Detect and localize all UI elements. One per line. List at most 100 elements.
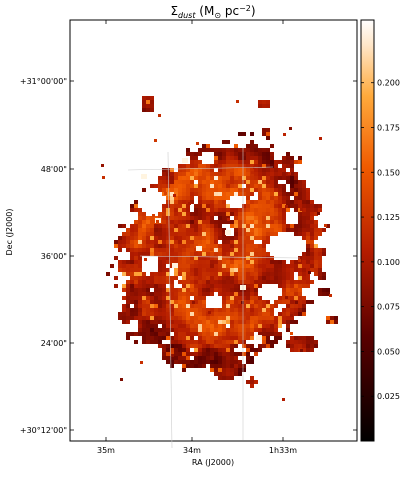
map-pixel xyxy=(290,260,294,264)
map-pixel xyxy=(238,372,242,376)
map-pixel xyxy=(226,280,230,284)
map-pixel xyxy=(222,320,226,324)
map-pixel xyxy=(274,176,278,180)
map-pixel xyxy=(186,356,190,360)
map-pixel xyxy=(270,280,274,284)
map-pixel xyxy=(282,280,286,284)
map-pixel xyxy=(178,252,182,256)
map-pixel xyxy=(126,244,130,248)
map-pixel xyxy=(230,208,234,212)
map-pixel xyxy=(194,352,198,356)
map-pixel xyxy=(318,208,322,212)
map-pixel xyxy=(258,192,262,196)
map-pixel xyxy=(222,276,226,280)
map-pixel xyxy=(318,256,322,260)
map-pixel xyxy=(150,236,154,240)
map-pixel xyxy=(258,184,262,188)
map-pixel xyxy=(150,280,154,284)
map-pixel xyxy=(170,336,174,340)
map-pixel xyxy=(330,316,334,320)
map-pixel xyxy=(298,284,302,288)
map-pixel xyxy=(226,268,230,272)
map-pixel xyxy=(170,248,174,252)
map-pixel xyxy=(146,220,150,224)
map-pixel xyxy=(254,168,258,172)
map-pixel xyxy=(170,188,174,192)
map-pixel xyxy=(158,248,162,252)
map-pixel xyxy=(262,228,266,232)
map-pixel xyxy=(138,236,142,240)
map-pixel xyxy=(162,308,166,312)
map-pixel xyxy=(158,256,162,260)
map-pixel xyxy=(170,196,174,200)
map-pixel xyxy=(146,276,150,280)
map-pixel xyxy=(258,160,262,164)
map-pixel xyxy=(194,292,198,296)
map-pixel xyxy=(202,364,206,368)
map-pixel xyxy=(258,196,262,200)
map-pixel xyxy=(302,232,306,236)
map-pixel xyxy=(246,324,250,328)
map-pixel xyxy=(262,232,266,236)
map-pixel xyxy=(186,312,190,316)
map-pixel xyxy=(146,236,150,240)
map-pixel xyxy=(306,220,310,224)
map-pixel xyxy=(186,340,190,344)
map-pixel xyxy=(154,320,158,324)
map-pixel xyxy=(246,220,250,224)
map-pixel xyxy=(130,276,134,280)
map-pixel xyxy=(254,288,258,292)
map-pixel xyxy=(166,300,170,304)
map-pixel xyxy=(202,328,206,332)
map-pixel xyxy=(294,308,298,312)
map-pixel xyxy=(166,220,170,224)
map-pixel xyxy=(202,260,206,264)
map-pixel xyxy=(286,276,290,280)
map-pixel xyxy=(154,292,158,296)
map-pixel xyxy=(306,348,310,352)
map-pixel xyxy=(206,284,210,288)
map-pixel xyxy=(194,284,198,288)
map-pixel xyxy=(210,176,214,180)
map-pixel xyxy=(206,308,210,312)
map-pixel xyxy=(178,164,182,168)
map-pixel xyxy=(222,360,226,364)
map-pixel xyxy=(278,176,282,180)
map-pixel xyxy=(170,344,174,348)
map-pixel xyxy=(198,284,202,288)
map-pixel xyxy=(158,232,162,236)
map-speck xyxy=(164,192,167,195)
map-pixel xyxy=(230,168,234,172)
map-pixel xyxy=(210,352,214,356)
map-pixel xyxy=(162,352,166,356)
map-pixel xyxy=(190,288,194,292)
map-pixel xyxy=(162,224,166,228)
map-pixel xyxy=(194,164,198,168)
map-pixel xyxy=(138,292,142,296)
map-pixel xyxy=(138,272,142,276)
x-axis-ticks: 35m 34m 1h33m xyxy=(97,20,297,455)
map-pixel xyxy=(290,276,294,280)
map-pixel xyxy=(250,232,254,236)
map-pixel xyxy=(318,264,322,268)
map-pixel xyxy=(170,244,174,248)
map-speck xyxy=(208,311,211,314)
map-pixel xyxy=(174,188,178,192)
map-pixel xyxy=(326,320,330,324)
map-pixel xyxy=(274,340,278,344)
map-pixel xyxy=(254,264,258,268)
map-pixel xyxy=(286,284,290,288)
map-pixel xyxy=(194,340,198,344)
map-pixel xyxy=(198,268,202,272)
map-pixel xyxy=(222,336,226,340)
map-pixel xyxy=(282,264,286,268)
map-pixel xyxy=(138,276,142,280)
map-pixel xyxy=(254,224,258,228)
map-pixel xyxy=(226,276,230,280)
map-pixel xyxy=(286,224,290,228)
map-pixel xyxy=(178,308,182,312)
map-pixel xyxy=(250,288,254,292)
map-pixel xyxy=(266,176,270,180)
map-pixel xyxy=(254,296,258,300)
map-pixel xyxy=(150,328,154,332)
